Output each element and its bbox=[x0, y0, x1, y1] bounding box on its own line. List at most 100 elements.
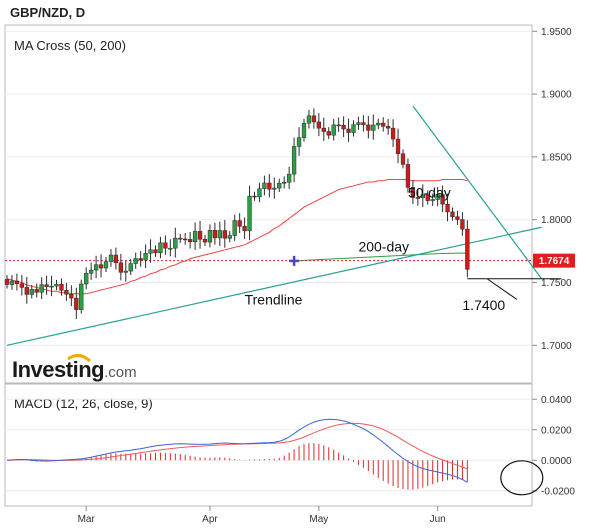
chart-annotation: 200-day bbox=[358, 239, 409, 255]
candle-body bbox=[163, 242, 168, 249]
candle bbox=[415, 188, 421, 206]
candle-body bbox=[400, 153, 406, 165]
candle-body bbox=[341, 124, 346, 130]
x-tick-label: May bbox=[309, 514, 328, 525]
candle bbox=[237, 213, 242, 234]
macd-panel: MACD (12, 26, close, 9) 0.0400 0.0200 0.00… bbox=[4, 383, 575, 507]
candle bbox=[29, 285, 34, 299]
candle bbox=[282, 176, 287, 189]
candle-body bbox=[321, 127, 326, 132]
main-y-tick-label: 1.7500 bbox=[541, 278, 572, 289]
current-price-box bbox=[533, 253, 575, 268]
macd-panel-frame bbox=[4, 383, 533, 507]
candle-body bbox=[29, 289, 34, 295]
candle bbox=[113, 247, 119, 270]
candle-body bbox=[113, 254, 119, 264]
candle-body bbox=[430, 199, 435, 201]
candle bbox=[366, 115, 371, 139]
candle-body bbox=[257, 188, 262, 198]
candle-body bbox=[217, 230, 222, 239]
candle bbox=[202, 234, 208, 247]
main-y-gridlines bbox=[5, 30, 532, 346]
candle bbox=[84, 267, 89, 290]
candle bbox=[272, 177, 277, 199]
brand-name: Investing bbox=[12, 357, 104, 382]
candle bbox=[183, 233, 188, 245]
candle bbox=[381, 117, 386, 132]
main-y-tick-label: 1.8000 bbox=[541, 215, 572, 226]
candle bbox=[252, 191, 257, 201]
candle bbox=[19, 274, 25, 296]
candle bbox=[321, 117, 326, 141]
candle bbox=[346, 118, 351, 142]
candle-body bbox=[108, 254, 114, 262]
macd-title: MACD (12, 26, close, 9) bbox=[14, 396, 153, 411]
candle-body bbox=[242, 226, 247, 232]
x-tick-label: Jun bbox=[430, 514, 446, 525]
x-tick-label: Mar bbox=[78, 514, 96, 525]
symbol-title: GBP/NZD, D bbox=[10, 5, 85, 20]
candle-body bbox=[54, 284, 59, 287]
candle bbox=[227, 231, 232, 243]
candle bbox=[212, 222, 218, 245]
candle-body bbox=[450, 211, 455, 217]
candle-body bbox=[465, 228, 470, 270]
candle-body bbox=[386, 126, 391, 129]
candle-body bbox=[460, 219, 465, 230]
candle bbox=[44, 275, 49, 295]
candle bbox=[316, 113, 322, 137]
candle bbox=[39, 277, 44, 299]
candle-body bbox=[351, 124, 356, 133]
candle-body bbox=[405, 164, 411, 188]
candle-body bbox=[212, 230, 218, 239]
candle bbox=[341, 116, 346, 138]
candle-body bbox=[247, 195, 252, 232]
candle bbox=[277, 178, 282, 193]
macd-y-tick-label: 0.0000 bbox=[541, 456, 572, 467]
candle-body bbox=[74, 297, 79, 310]
candle bbox=[242, 217, 247, 239]
candle-body bbox=[64, 290, 69, 295]
candle-body bbox=[148, 249, 153, 254]
candle bbox=[98, 254, 104, 278]
candle bbox=[361, 115, 366, 132]
candle-body bbox=[371, 124, 376, 131]
candle-body bbox=[173, 237, 178, 249]
candle-body bbox=[133, 258, 138, 264]
candle bbox=[173, 227, 178, 258]
ma50-line bbox=[6, 179, 468, 295]
current-price-label: 1.7674 bbox=[539, 256, 570, 267]
candle-body bbox=[311, 115, 317, 123]
main-y-tick-label: 1.9500 bbox=[541, 27, 572, 38]
candle bbox=[188, 232, 193, 249]
candle-body bbox=[277, 182, 282, 189]
candle-body bbox=[272, 187, 277, 190]
candle bbox=[128, 259, 133, 276]
candle-body bbox=[366, 124, 371, 131]
candle bbox=[89, 262, 94, 280]
candle bbox=[9, 275, 15, 290]
candle-body bbox=[153, 249, 158, 254]
candle-body bbox=[381, 122, 386, 127]
candle-body bbox=[445, 203, 450, 213]
macd-y-tick-label: 0.0200 bbox=[541, 425, 572, 436]
candle bbox=[64, 282, 69, 301]
candle bbox=[49, 275, 54, 297]
candle bbox=[296, 127, 302, 156]
candle bbox=[351, 120, 356, 137]
candle-body bbox=[296, 137, 302, 147]
candle-body bbox=[455, 216, 460, 220]
candle-body bbox=[9, 280, 15, 285]
candle bbox=[222, 220, 227, 248]
candle-body bbox=[59, 284, 64, 291]
candlestick-series bbox=[4, 108, 470, 320]
candle-body bbox=[118, 262, 123, 273]
ma200-line bbox=[294, 252, 468, 262]
candle-body bbox=[326, 131, 331, 136]
macd-histogram bbox=[11, 443, 468, 490]
candle bbox=[34, 283, 39, 298]
candle bbox=[306, 109, 312, 129]
x-axis: Mar Apr May Jun bbox=[78, 506, 446, 525]
candle-body bbox=[316, 121, 322, 129]
candle bbox=[133, 252, 138, 269]
